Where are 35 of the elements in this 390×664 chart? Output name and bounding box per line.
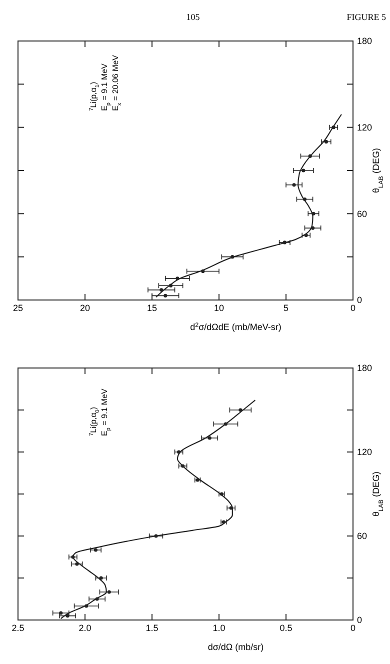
x-tick-label: 25 <box>12 303 24 313</box>
x-tick-label: 5 <box>283 303 289 313</box>
x-tick-label: 0 <box>350 303 356 313</box>
y-tick-label: 60 <box>357 531 368 542</box>
point <box>324 140 328 144</box>
x-tick-label: 10 <box>214 303 224 313</box>
x-tick-label: 20 <box>80 303 90 313</box>
point <box>94 548 98 552</box>
y-tick-label: 180 <box>357 363 372 374</box>
point <box>292 183 296 187</box>
point <box>160 288 164 292</box>
x-axis-title: dσ/dΩ (mb/sr) <box>208 642 264 652</box>
chart-title: FIGURE 5 <box>346 12 386 22</box>
point <box>107 590 111 594</box>
x-tick-label: 2.5 <box>12 623 24 633</box>
y-tick-label: 120 <box>357 447 372 458</box>
y-tick-label: 0 <box>357 615 362 626</box>
point <box>238 408 242 412</box>
x-tick-label: 0 <box>350 623 356 633</box>
point <box>208 436 212 440</box>
x-axis-title: d$^{2}$σ/dΩdE (mb/MeV-sr) <box>190 322 282 332</box>
x-tick-label: 1.0 <box>212 623 226 633</box>
chart-subtitle: 105 <box>186 12 200 22</box>
y-tick-label: 120 <box>357 122 372 132</box>
y-tick-label: 0 <box>357 295 362 306</box>
x-tick-label: 0.5 <box>280 623 292 633</box>
y-tick-label: 60 <box>357 208 368 219</box>
point <box>302 168 306 172</box>
point <box>59 611 63 615</box>
point <box>164 294 168 298</box>
x-tick-label: 2.0 <box>78 623 92 633</box>
point <box>99 576 103 580</box>
x-tick-label: 1.5 <box>146 623 158 633</box>
x-tick-label: 15 <box>146 303 158 313</box>
y-tick-label: 180 <box>357 36 372 46</box>
